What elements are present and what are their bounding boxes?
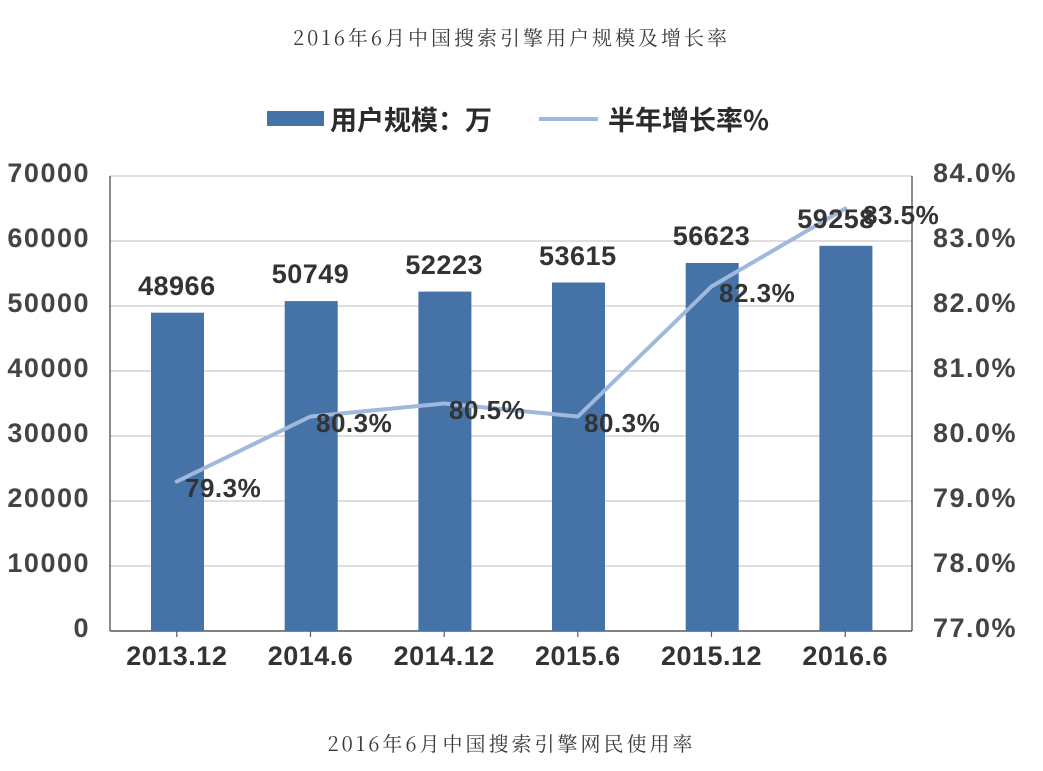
svg-text:48966: 48966 — [138, 271, 216, 301]
svg-text:30000: 30000 — [7, 418, 90, 448]
svg-text:80.3%: 80.3% — [316, 408, 392, 438]
svg-text:82.3%: 82.3% — [719, 278, 795, 308]
svg-text:2015.6: 2015.6 — [535, 641, 621, 671]
svg-text:2013.12: 2013.12 — [126, 641, 227, 671]
svg-text:77.0%: 77.0% — [933, 613, 1017, 643]
svg-text:83.0%: 83.0% — [933, 223, 1017, 253]
svg-text:78.0%: 78.0% — [933, 548, 1017, 578]
svg-text:2015.12: 2015.12 — [661, 641, 762, 671]
svg-text:80.3%: 80.3% — [584, 408, 660, 438]
svg-text:53615: 53615 — [539, 241, 617, 271]
svg-text:2016.6: 2016.6 — [802, 641, 888, 671]
svg-text:50749: 50749 — [272, 259, 350, 289]
svg-text:0: 0 — [73, 613, 90, 643]
svg-text:79.3%: 79.3% — [185, 473, 261, 503]
svg-text:50000: 50000 — [7, 288, 90, 318]
svg-text:79.0%: 79.0% — [933, 483, 1017, 513]
svg-text:56623: 56623 — [673, 221, 751, 251]
svg-text:80.0%: 80.0% — [933, 418, 1017, 448]
svg-text:52223: 52223 — [405, 250, 483, 280]
svg-text:70000: 70000 — [7, 158, 90, 188]
svg-text:83.5%: 83.5% — [863, 200, 939, 230]
svg-text:20000: 20000 — [7, 483, 90, 513]
svg-text:84.0%: 84.0% — [933, 158, 1017, 188]
svg-text:82.0%: 82.0% — [933, 288, 1017, 318]
svg-text:2014.6: 2014.6 — [268, 641, 354, 671]
svg-text:40000: 40000 — [7, 353, 90, 383]
svg-text:80.5%: 80.5% — [449, 395, 525, 425]
svg-text:60000: 60000 — [7, 223, 90, 253]
svg-text:81.0%: 81.0% — [933, 353, 1017, 383]
svg-text:2014.12: 2014.12 — [394, 641, 495, 671]
svg-text:10000: 10000 — [7, 548, 90, 578]
